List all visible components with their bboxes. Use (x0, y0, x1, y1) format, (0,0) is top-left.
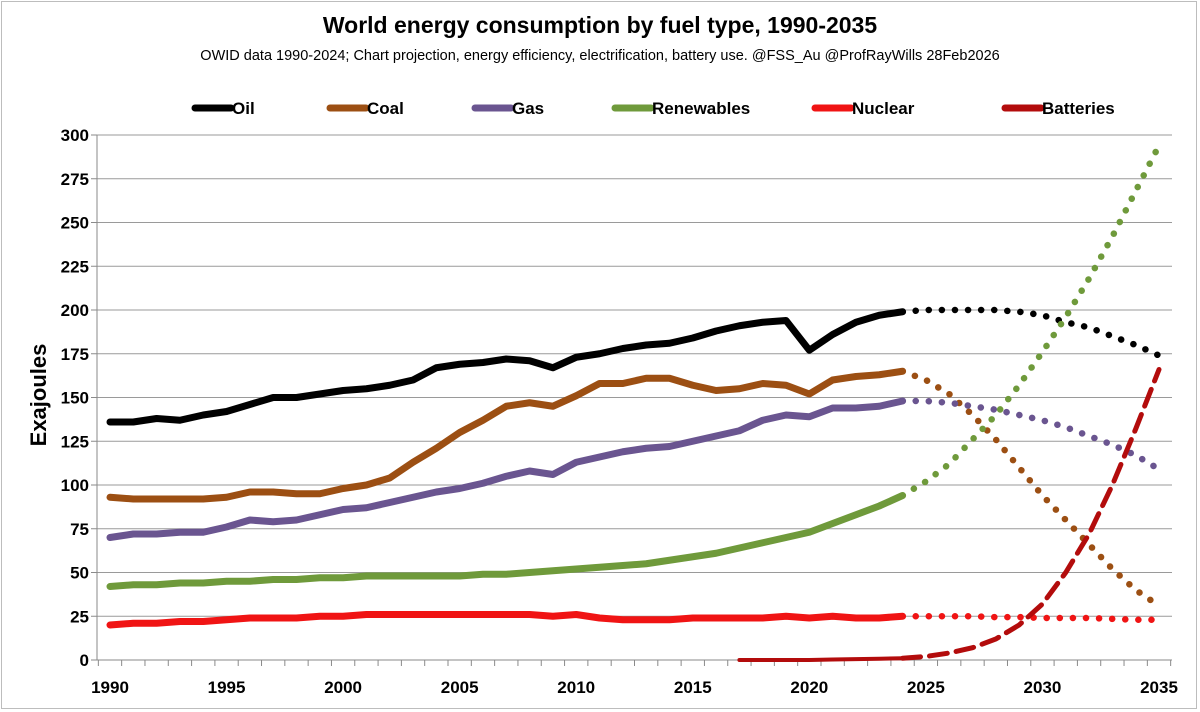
y-tick-label: 50 (70, 564, 89, 583)
y-tick-label: 175 (61, 345, 89, 364)
y-tick-label: 200 (61, 301, 89, 320)
x-tick-label: 1995 (208, 678, 246, 697)
y-tick-label: 25 (70, 607, 89, 626)
x-tick-label: 1990 (91, 678, 129, 697)
renewables-projection-line (899, 142, 1163, 499)
coal-projection-line (899, 368, 1163, 609)
x-tick-label: 2020 (790, 678, 828, 697)
legend-label-renewables: Renewables (652, 99, 750, 118)
x-tick-label: 2025 (907, 678, 945, 697)
renewables-line (106, 492, 907, 590)
y-tick-label: 225 (61, 257, 89, 276)
x-tick-label: 2005 (441, 678, 479, 697)
x-tick-label: 2010 (557, 678, 595, 697)
legend-label-oil: Oil (232, 99, 255, 118)
gridlines (97, 134, 1172, 617)
batteries-projection-line (900, 367, 1162, 661)
x-tick-label: 2000 (324, 678, 362, 697)
gas-line (106, 397, 907, 541)
gas-projection-line (899, 397, 1163, 473)
nuclear-line (106, 611, 907, 629)
oil-projection-line (899, 306, 1163, 359)
coal-line (106, 367, 907, 503)
series-lines (106, 142, 1163, 662)
y-tick-label: 250 (61, 214, 89, 233)
batteries-line (737, 656, 905, 662)
y-axis-label: Exajoules (26, 344, 51, 447)
y-tick-label: 100 (61, 476, 89, 495)
y-tick-label: 275 (61, 170, 89, 189)
chart-subtitle: OWID data 1990-2024; Chart projection, e… (200, 48, 1000, 64)
oil-line (106, 308, 907, 426)
x-tick-label: 2030 (1024, 678, 1062, 697)
axes: 0 25 50 75 100 125 150 175 200 225 250 275 300 1990 19… (61, 126, 1178, 697)
y-tick-label: 75 (70, 520, 89, 539)
y-tick-label: 300 (61, 126, 89, 145)
legend-label-coal: Coal (367, 99, 404, 118)
y-tick-label: 125 (61, 432, 89, 451)
y-tick-label: 150 (61, 389, 89, 408)
y-tick-label: 0 (80, 651, 89, 670)
x-tick-label: 2035 (1140, 678, 1178, 697)
x-tick-label: 2015 (674, 678, 712, 697)
chart-title: World energy consumption by fuel type, 1… (322, 12, 878, 38)
legend-label-nuclear: Nuclear (852, 99, 915, 118)
legend-label-gas: Gas (512, 99, 544, 118)
legend-label-batteries: Batteries (1042, 99, 1115, 118)
legend: Oil Coal Gas Renewables Nuclear Batteries (191, 99, 1115, 118)
